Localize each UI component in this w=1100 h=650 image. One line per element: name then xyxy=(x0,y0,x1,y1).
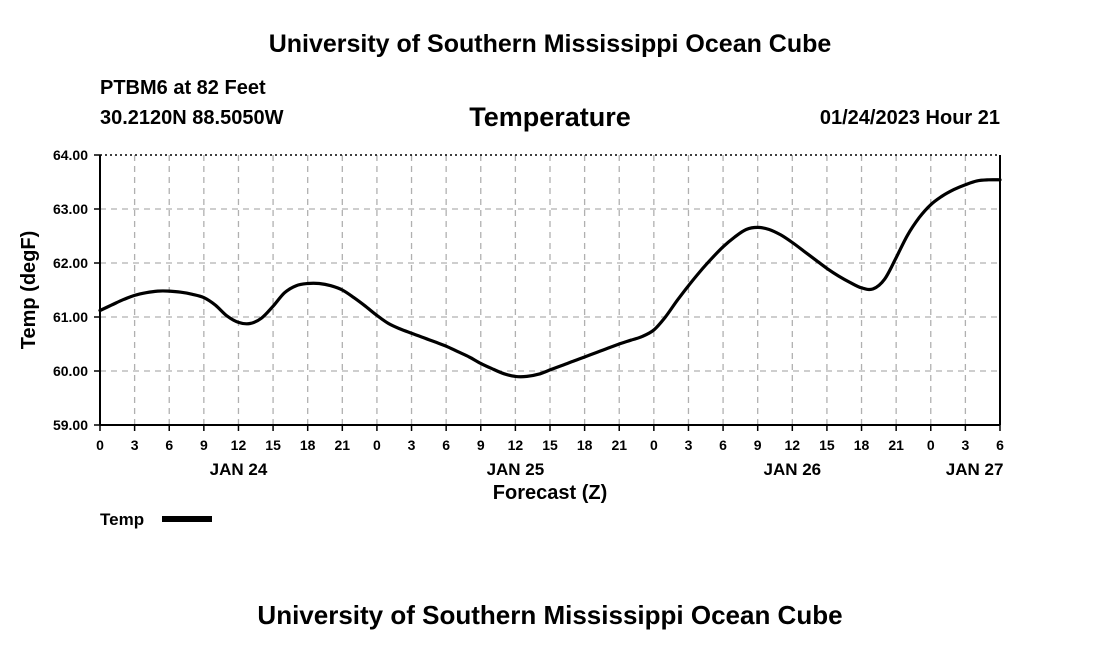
top-title: University of Southern Mississippi Ocean… xyxy=(268,30,832,58)
y-tick-label: 59.00 xyxy=(53,417,88,433)
x-tick-label: 3 xyxy=(961,437,969,453)
x-tick-label: 15 xyxy=(819,437,835,453)
x-tick-label: 21 xyxy=(888,437,904,453)
x-tick-label: 9 xyxy=(200,437,208,453)
x-tick-label: 3 xyxy=(685,437,693,453)
x-tick-label: 12 xyxy=(785,437,801,453)
x-tick-label: 18 xyxy=(577,437,593,453)
bottom-title: University of Southern Mississippi Ocean… xyxy=(257,600,843,630)
x-date-label: JAN 25 xyxy=(487,460,545,479)
datetime-label: 01/24/2023 Hour 21 xyxy=(819,107,1000,129)
y-tick-label: 60.00 xyxy=(53,363,88,379)
x-tick-label: 9 xyxy=(754,437,762,453)
x-tick-label: 12 xyxy=(508,437,524,453)
y-tick-label: 63.00 xyxy=(53,201,88,217)
x-tick-label: 6 xyxy=(719,437,727,453)
y-tick-label: 62.00 xyxy=(53,255,88,271)
y-tick-label: 64.00 xyxy=(53,147,88,163)
x-tick-label: 21 xyxy=(611,437,627,453)
x-tick-label: 3 xyxy=(408,437,416,453)
x-tick-label: 0 xyxy=(650,437,658,453)
x-tick-label: 3 xyxy=(131,437,139,453)
coordinates-label: 30.2120N 88.5050W xyxy=(100,107,284,129)
x-tick-label: 0 xyxy=(96,437,104,453)
x-tick-label: 15 xyxy=(265,437,281,453)
x-tick-label: 15 xyxy=(542,437,558,453)
temperature-chart: 59.00 60.00 61.00 62.00 63.00 64.00 0 3 6 9 12 15 18… xyxy=(18,147,1004,479)
x-tick-label: 12 xyxy=(231,437,247,453)
series-line-temp xyxy=(98,178,1002,379)
x-tick-label: 9 xyxy=(477,437,485,453)
x-date-label: JAN 27 xyxy=(946,460,1004,479)
x-tick-label: 6 xyxy=(996,437,1004,453)
y-axis-label: Temp (degF) xyxy=(18,231,40,350)
x-tick-label: 0 xyxy=(373,437,381,453)
legend-label-temp: Temp xyxy=(100,510,145,529)
x-date-label: JAN 24 xyxy=(210,460,268,479)
y-tick-label: 61.00 xyxy=(53,309,88,325)
x-tick-label: 6 xyxy=(165,437,173,453)
x-tick-label: 18 xyxy=(854,437,870,453)
legend-swatch-temp xyxy=(162,516,212,522)
x-tick-label: 6 xyxy=(442,437,450,453)
x-tick-label: 18 xyxy=(300,437,316,453)
x-date-label: JAN 26 xyxy=(763,460,821,479)
x-tick-label: 21 xyxy=(335,437,351,453)
chart-title: Temperature xyxy=(469,102,631,132)
x-tick-label: 0 xyxy=(927,437,935,453)
x-axis-label: Forecast (Z) xyxy=(492,482,608,504)
station-label: PTBM6 at 82 Feet xyxy=(100,77,266,99)
